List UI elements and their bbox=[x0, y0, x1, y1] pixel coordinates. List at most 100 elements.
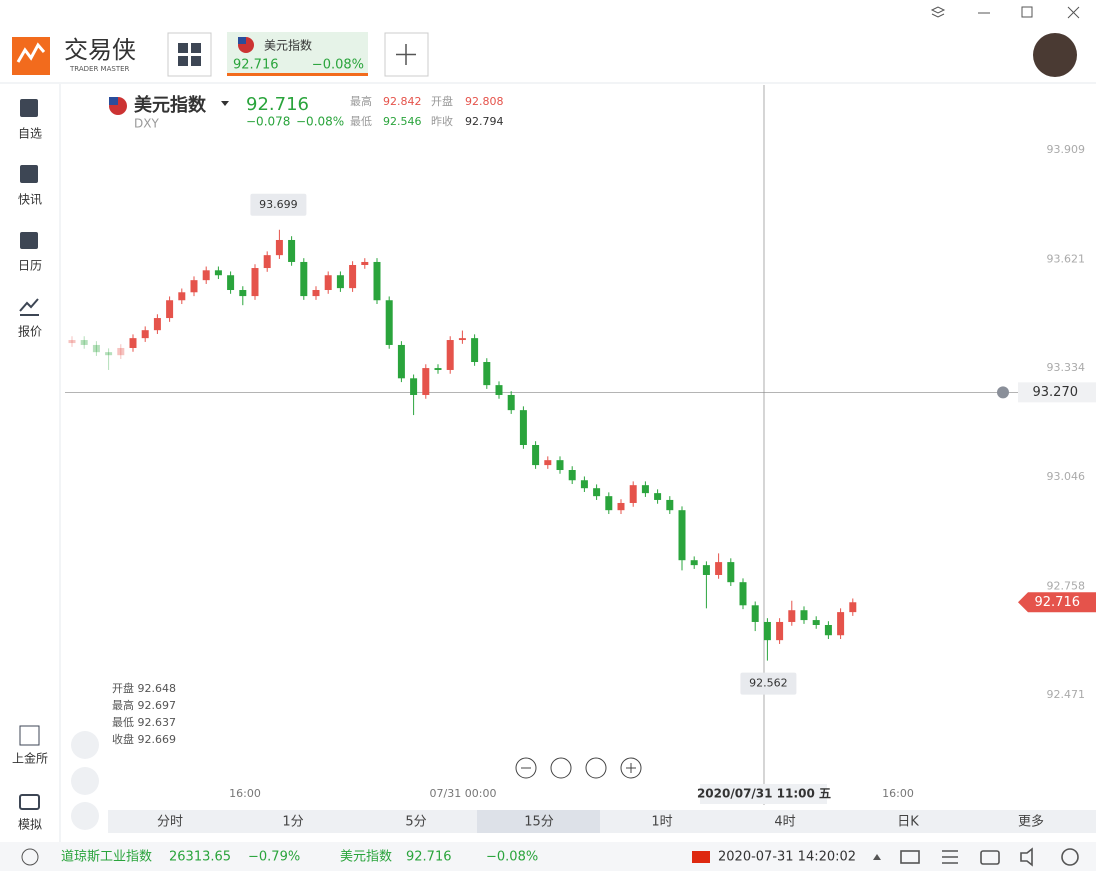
candle-body bbox=[507, 394, 515, 411]
logo-mark bbox=[16, 42, 46, 63]
icon[interactable] bbox=[1020, 847, 1033, 867]
candle-body bbox=[129, 338, 137, 348]
top-bar bbox=[0, 0, 1096, 83]
candle-body bbox=[275, 239, 283, 256]
sge-icon[interactable] bbox=[19, 725, 40, 746]
candle-body bbox=[166, 300, 174, 319]
nav-label[interactable]: 模拟 bbox=[18, 818, 42, 832]
candle-body bbox=[105, 352, 113, 356]
candle-body bbox=[788, 610, 796, 622]
symbol-code: DXY bbox=[134, 117, 159, 131]
crosshair-time-box bbox=[700, 784, 827, 804]
candle-body bbox=[153, 318, 161, 331]
icon[interactable] bbox=[1061, 848, 1079, 866]
support-icon[interactable] bbox=[21, 848, 39, 866]
news-icon[interactable] bbox=[20, 165, 38, 183]
high-label: 93.699 bbox=[259, 198, 298, 211]
y-tick-label: 93.909 bbox=[1047, 143, 1086, 156]
alert-bell[interactable] bbox=[997, 386, 1009, 399]
datetime: 2020-07-31 14:20:02 bbox=[718, 850, 856, 865]
period-selected bbox=[477, 810, 600, 833]
period-tab[interactable]: 日K bbox=[897, 815, 919, 830]
icon[interactable] bbox=[900, 850, 920, 864]
stat-label: 最高 bbox=[350, 94, 372, 108]
candle-body bbox=[629, 485, 637, 503]
last-price-tag bbox=[1018, 592, 1096, 613]
candle-body bbox=[288, 239, 296, 262]
x-tick-label: 16:00 bbox=[229, 787, 261, 800]
dropdown[interactable] bbox=[221, 101, 229, 106]
demo-icon[interactable] bbox=[19, 794, 40, 810]
expand[interactable] bbox=[873, 854, 881, 860]
nav-label[interactable]: 日历 bbox=[18, 259, 42, 273]
ticker-price: 92.716 bbox=[406, 850, 452, 865]
low-label: 92.562 bbox=[749, 677, 788, 690]
nav-label[interactable]: 上金所 bbox=[12, 751, 48, 766]
high-label-box bbox=[250, 193, 307, 216]
last[interactable] bbox=[585, 757, 607, 779]
period-tab[interactable]: 4时 bbox=[774, 815, 795, 830]
candle-body bbox=[178, 292, 186, 301]
candle-body bbox=[68, 340, 76, 344]
period-tab[interactable]: 更多 bbox=[1018, 814, 1044, 830]
nav-label[interactable]: 报价 bbox=[18, 324, 42, 339]
last-price: 92.716 bbox=[1035, 595, 1081, 610]
stat-label: 最低 bbox=[350, 115, 372, 128]
candle-body bbox=[361, 261, 369, 265]
close-button[interactable] bbox=[1067, 6, 1080, 19]
nav-label[interactable]: 自选 bbox=[18, 127, 42, 141]
ticker-name[interactable]: 美元指数 bbox=[340, 850, 392, 865]
ticker-name[interactable]: 道琼斯工业指数 bbox=[61, 850, 152, 865]
stat-label: 开盘 bbox=[431, 94, 453, 108]
ticker-change: −0.08% bbox=[486, 850, 538, 865]
icon[interactable] bbox=[980, 850, 1000, 865]
layers-button[interactable] bbox=[930, 6, 946, 18]
candle-body bbox=[727, 562, 735, 583]
tab-name: 美元指数 bbox=[264, 38, 312, 53]
candle-body bbox=[251, 268, 259, 297]
quote-icon[interactable] bbox=[19, 298, 39, 316]
candle-body bbox=[117, 347, 125, 356]
calendar-icon[interactable] bbox=[20, 232, 38, 249]
icon[interactable] bbox=[942, 850, 958, 864]
candle-body bbox=[800, 610, 808, 621]
candle-body bbox=[776, 621, 784, 641]
candle-body bbox=[483, 362, 491, 386]
candle-tool[interactable] bbox=[71, 731, 99, 759]
grid-button[interactable] bbox=[167, 32, 212, 77]
watchlist-icon[interactable] bbox=[20, 99, 38, 117]
period-tab[interactable]: 5分 bbox=[405, 815, 426, 830]
period-bar bbox=[108, 810, 1096, 833]
ohlc-info: 收盘 92.669 bbox=[112, 732, 176, 746]
candle-body bbox=[446, 340, 454, 370]
candle-body bbox=[471, 338, 479, 363]
period-tab[interactable]: 分时 bbox=[157, 815, 183, 830]
candle-body bbox=[568, 470, 576, 481]
price: 92.716 bbox=[246, 94, 309, 115]
candle-body bbox=[92, 344, 100, 353]
period-tab[interactable]: 15分 bbox=[524, 815, 554, 830]
candle-body bbox=[434, 368, 442, 370]
candle-body bbox=[763, 621, 771, 641]
avatar[interactable] bbox=[1033, 33, 1077, 77]
candle-body bbox=[654, 493, 662, 500]
candle-body bbox=[702, 565, 710, 575]
candle-body bbox=[739, 582, 747, 606]
change: −0.078 bbox=[246, 115, 290, 129]
period-tab[interactable]: 1时 bbox=[651, 815, 672, 830]
candle-body bbox=[519, 410, 527, 445]
candle-body bbox=[593, 488, 601, 497]
first[interactable] bbox=[550, 757, 572, 779]
nav-label[interactable]: 快讯 bbox=[18, 193, 42, 207]
candle-body bbox=[849, 602, 857, 613]
candle-body bbox=[495, 385, 503, 395]
indicator-tool[interactable] bbox=[71, 802, 99, 830]
candle-body bbox=[715, 562, 723, 575]
candle-body bbox=[397, 344, 405, 379]
symbol-name[interactable]: 美元指数 bbox=[134, 94, 207, 116]
draw-tool[interactable] bbox=[71, 767, 99, 795]
maximize-button[interactable] bbox=[1021, 6, 1033, 18]
period-tab[interactable]: 1分 bbox=[282, 815, 303, 830]
candle-body bbox=[458, 338, 466, 341]
